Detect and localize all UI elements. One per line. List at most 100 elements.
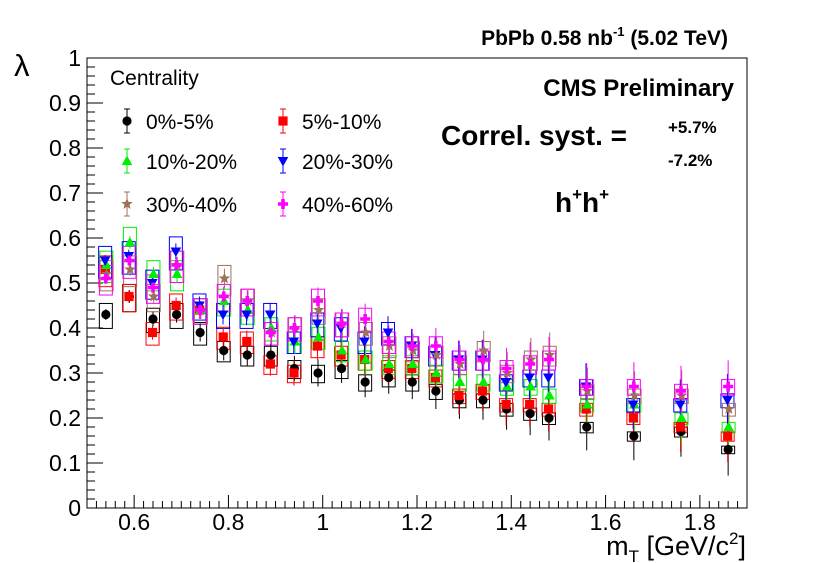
x-axis-sup: 2 (729, 529, 738, 548)
data-point (218, 272, 231, 284)
data-point (313, 296, 323, 306)
x-axis-unit: [GeV/c (639, 531, 729, 561)
data-point (431, 386, 441, 396)
x-axis-label: mT [GeV/c2] (606, 529, 746, 563)
data-point (454, 390, 464, 401)
legend-label: 5%-10% (302, 111, 381, 134)
y-tick-labels: 0 0.1 0.2 0.3 0.4 0.5 0.6 0.7 0.8 0.9 1 (49, 45, 81, 521)
legend-entry: 40%-60% (278, 191, 393, 217)
y-tick-label: 0.3 (49, 360, 81, 386)
y-axis-label: λ (14, 48, 30, 83)
legend-label: 10%-20% (146, 151, 237, 174)
pair-sup-2: + (599, 185, 609, 204)
data-point (675, 422, 686, 432)
data-point (543, 404, 554, 414)
data-point (148, 314, 158, 324)
header-sup: -1 (613, 24, 625, 39)
data-point (501, 363, 512, 374)
data-point (525, 353, 537, 365)
data-point (266, 350, 276, 360)
data-point (311, 319, 323, 329)
data-point (478, 376, 489, 386)
data-point (629, 431, 639, 441)
data-point (628, 389, 641, 401)
data-point (723, 403, 735, 414)
legend-entry: 5%-10% (278, 108, 381, 134)
data-point (289, 323, 300, 333)
data-point (431, 367, 442, 377)
data-point (148, 282, 158, 293)
legend-title: Centrality (110, 67, 199, 90)
x-tick-label: 1.4 (495, 509, 527, 535)
data-point (148, 268, 159, 278)
legend-marker (277, 157, 289, 167)
x-tick-label: 1.8 (684, 509, 716, 535)
data-point (195, 327, 205, 338)
syst-down: -7.2% (668, 151, 712, 170)
data-point (454, 376, 466, 386)
x-axis-sub: T (629, 547, 639, 563)
data-point (500, 378, 512, 388)
legend-marker (278, 116, 288, 126)
data-point (219, 345, 229, 356)
data-point (242, 296, 253, 306)
x-tick-label: 1.6 (590, 509, 622, 535)
data-point (99, 256, 111, 266)
data-point (407, 363, 417, 374)
header-suffix: (5.02 TeV) (625, 27, 728, 50)
data-point (478, 354, 488, 365)
data-point (147, 327, 158, 338)
data-point (430, 349, 443, 360)
data-point (148, 290, 160, 302)
data-point (407, 341, 418, 351)
data-point (289, 368, 299, 378)
x-tick-label: 0.6 (118, 509, 150, 535)
data-point (217, 310, 229, 320)
data-point (383, 358, 395, 368)
pair-label: h+h+ (555, 185, 609, 218)
syst-box (192, 293, 207, 321)
y-tick-label: 0.8 (49, 135, 81, 161)
header-prefix: PbPb 0.58 nb (481, 27, 613, 50)
data-point (627, 400, 639, 410)
data-point (313, 331, 324, 341)
data-point (124, 237, 136, 247)
data-point (430, 372, 440, 383)
data-point (384, 372, 394, 383)
syst-up: +5.7% (668, 118, 717, 137)
data-point (723, 444, 733, 455)
data-point (265, 359, 275, 369)
data-point (478, 344, 490, 356)
data-point (171, 268, 183, 278)
x-axis-close: ] (738, 531, 746, 561)
pair-sup-1: + (572, 185, 582, 204)
y-tick-label: 0.2 (49, 405, 81, 431)
data-point (382, 328, 394, 338)
legend-entry: 30%-40% (121, 191, 237, 217)
data-markers (99, 237, 735, 455)
y-tick-label: 0.6 (49, 225, 81, 251)
legend-marker (121, 198, 133, 209)
data-point (218, 291, 229, 302)
data-point (312, 341, 323, 351)
data-point (360, 326, 372, 338)
pair-base-1: h (555, 187, 572, 218)
data-point (501, 399, 511, 410)
data-point (723, 431, 733, 441)
experiment-label: CMS Preliminary (543, 75, 734, 102)
data-point (171, 260, 182, 270)
data-point (676, 412, 687, 422)
legend-marker (121, 155, 133, 165)
figure-header: PbPb 0.58 nb-1 (5.02 TeV) (481, 24, 728, 50)
data-point (241, 310, 252, 320)
data-point (360, 377, 370, 387)
data-point (171, 309, 182, 320)
legend-label: 0%-5% (146, 111, 214, 134)
data-point (525, 399, 535, 410)
y-tick-label: 0.9 (49, 90, 81, 116)
data-point (265, 327, 276, 338)
data-point (124, 291, 134, 302)
legend-label: 40%-60% (302, 194, 393, 217)
data-point (383, 363, 393, 374)
data-point (582, 422, 592, 432)
